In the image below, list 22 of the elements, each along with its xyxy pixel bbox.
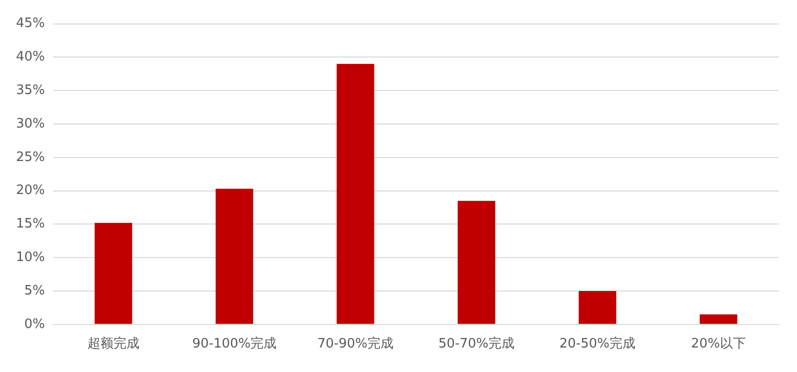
x-tick-label: 50-70%完成 (438, 336, 515, 352)
y-tick-label: 15% (16, 216, 45, 232)
x-tick-label: 超额完成 (87, 336, 140, 352)
y-tick-label: 25% (16, 150, 45, 165)
x-tick-label: 20-50%完成 (559, 336, 636, 352)
bar (94, 222, 132, 324)
bar (578, 291, 616, 324)
x-tick-label: 70-90%完成 (317, 336, 394, 352)
bar (216, 188, 254, 324)
y-tick-label: 10% (16, 250, 45, 265)
bar (700, 314, 738, 324)
y-tick-label: 5% (24, 283, 45, 298)
y-tick-label: 45% (16, 16, 45, 32)
y-tick-label: 30% (16, 116, 45, 132)
y-tick-label: 0% (24, 316, 45, 332)
y-tick-label: 40% (16, 50, 45, 65)
bar (336, 64, 374, 324)
x-tick-label: 90-100%完成 (192, 336, 277, 352)
bar (458, 200, 496, 324)
y-tick-label: 35% (16, 82, 45, 98)
y-tick-label: 20% (16, 183, 45, 198)
x-tick-label: 20%以下 (691, 336, 746, 352)
